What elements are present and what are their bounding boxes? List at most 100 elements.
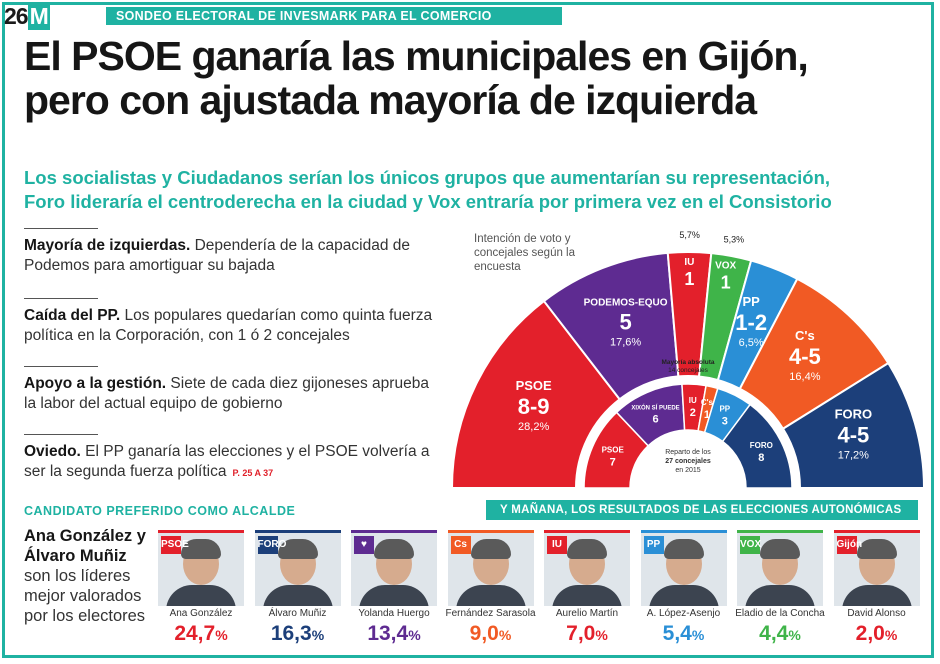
pct-value: 4,4 bbox=[759, 622, 789, 645]
inner-party-label: PP bbox=[719, 405, 730, 414]
poll-label: SONDEO ELECTORAL DE INVESMARK PARA EL CO… bbox=[106, 7, 562, 25]
inner-seats-label: 6 bbox=[652, 414, 658, 426]
majority-seats-label: 14 concejales bbox=[668, 367, 708, 374]
pct-suffix: % bbox=[498, 627, 512, 643]
center-label: Reparto de los bbox=[665, 449, 711, 456]
inner-party-label: IU bbox=[689, 396, 697, 405]
candidate-pct: 2,0% bbox=[828, 622, 926, 646]
header-bar: 26M SONDEO ELECTORAL DE INVESMARK PARA E… bbox=[0, 0, 940, 32]
candidate-name: Ana González bbox=[169, 608, 233, 619]
candidate-card: VOX Eladio de la Concha 4,4% bbox=[735, 530, 825, 652]
candidate-name: Eladio de la Concha bbox=[735, 608, 825, 619]
candidate-photo: ♥ bbox=[351, 530, 437, 606]
inner-seats-label: 2 bbox=[690, 407, 696, 419]
center-year-label: en 2015 bbox=[675, 467, 700, 474]
inner-party-label: FORO bbox=[750, 441, 773, 450]
candidate-pct: 9,0% bbox=[442, 622, 540, 646]
summary-text: son los líderes mejor valorados por los … bbox=[24, 567, 146, 625]
outer-seats-label: 1 bbox=[721, 272, 731, 292]
page-badge: 26M bbox=[4, 3, 50, 30]
candidate-card: IU Aurelio Martín 7,0% bbox=[544, 530, 630, 652]
subheadline: Los socialistas y Ciudadanos serían los … bbox=[24, 166, 924, 214]
pct-value: 9,0 bbox=[469, 622, 499, 645]
pct-value: 2,0 bbox=[855, 622, 885, 645]
outer-seats-label: 4-5 bbox=[837, 423, 869, 448]
headline-line-2: pero con ajustada mayoría de izquierda bbox=[24, 77, 757, 123]
photo-hair bbox=[374, 539, 414, 559]
inner-seats-label: 1 bbox=[704, 409, 710, 421]
candidate-pct: 4,4% bbox=[731, 622, 829, 646]
bullet-title: Caída del PP. bbox=[24, 307, 121, 324]
bullet-title: Apoyo a la gestión. bbox=[24, 375, 167, 392]
candidate-card: ♥ Yolanda Huergo 13,4% bbox=[351, 530, 437, 652]
candidate-card: PSOE Ana González 24,7% bbox=[158, 530, 244, 652]
photo-hair bbox=[856, 539, 897, 559]
candidate-card: Cs Fernández Sarasola 9,0% bbox=[445, 530, 536, 652]
candidates-summary: Ana González y Álvaro Muñiz son los líde… bbox=[24, 526, 154, 626]
candidate-pct: 16,3% bbox=[249, 622, 347, 646]
photo-hair bbox=[181, 539, 221, 559]
photo-hair bbox=[470, 539, 511, 559]
bullet-title: Oviedo. bbox=[24, 443, 81, 460]
outer-seats-label: 5 bbox=[619, 310, 631, 335]
candidate-pct: 7,0% bbox=[538, 622, 636, 646]
photo-hair bbox=[663, 539, 704, 559]
candidate-name: A. López-Asenjo bbox=[646, 608, 721, 619]
pct-value: 13,4 bbox=[367, 622, 409, 645]
candidate-name: Fernández Sarasola bbox=[445, 608, 536, 619]
photo-hair bbox=[760, 539, 800, 559]
photo-body bbox=[262, 585, 333, 606]
outer-pct-label: 5,7% bbox=[679, 230, 700, 240]
divider bbox=[24, 366, 98, 367]
photo-body bbox=[166, 585, 236, 606]
party-logo-icon: IU bbox=[547, 536, 567, 554]
outer-pct-label: 28,2% bbox=[518, 421, 549, 433]
outer-pct-label: 5,3% bbox=[724, 234, 745, 244]
divider bbox=[24, 434, 98, 435]
bullet-item: Caída del PP. Los populares quedarían co… bbox=[24, 306, 444, 346]
inner-slice-5 bbox=[721, 403, 793, 489]
candidate-photo: IU bbox=[544, 530, 630, 606]
bullet-title: Mayoría de izquierdas. bbox=[24, 237, 191, 254]
outer-slice-6 bbox=[781, 361, 926, 489]
subheadline-line-2: Foro lideraría el centroderecha en la ci… bbox=[24, 191, 832, 212]
candidate-photo: VOX bbox=[737, 530, 823, 606]
party-logo-icon: VOX bbox=[740, 536, 761, 554]
candidate-pct: 24,7% bbox=[152, 622, 250, 646]
outer-seats-label: 8-9 bbox=[518, 394, 550, 419]
subheadline-line-1: Los socialistas y Ciudadanos serían los … bbox=[24, 167, 831, 188]
inner-party-label: PSOE bbox=[602, 446, 625, 455]
candidates-title: CANDIDATO PREFERIDO COMO ALCALDE bbox=[24, 504, 296, 518]
outer-party-label: FORO bbox=[835, 407, 873, 422]
outer-pct-label: 17,2% bbox=[838, 450, 869, 462]
headline-line-1: El PSOE ganaría las municipales en Gijón… bbox=[24, 33, 809, 79]
bullet-text: Dependería de la capacidad de Podemos pa… bbox=[24, 237, 411, 274]
photo-hair bbox=[277, 539, 318, 559]
seat-chart: PSOE8-928,2%PODEMOS-EQUO517,6%IU15,7%VOX… bbox=[450, 230, 926, 489]
party-logo-icon: FORO bbox=[257, 536, 286, 554]
headline: El PSOE ganaría las municipales en Gijón… bbox=[24, 34, 924, 122]
inner-seats-label: 8 bbox=[758, 452, 764, 464]
center-seats-label: 27 concejales bbox=[665, 458, 711, 465]
majority-label: Mayoría absoluta bbox=[661, 359, 714, 366]
badge-number: 26 bbox=[4, 3, 29, 29]
outer-seats-label: 4-5 bbox=[789, 344, 821, 369]
photo-body bbox=[745, 585, 815, 606]
outer-pct-label: 6,5% bbox=[739, 337, 764, 349]
pct-value: 5,4 bbox=[662, 622, 692, 645]
tomorrow-banner: Y MAÑANA, LOS RESULTADOS DE LAS ELECCION… bbox=[486, 500, 918, 520]
outer-slice-0 bbox=[450, 299, 622, 489]
party-logo-icon: PSOE bbox=[161, 536, 189, 554]
pct-suffix: % bbox=[691, 627, 705, 643]
candidate-photo: PP bbox=[640, 530, 727, 606]
outer-seats-label: 1 bbox=[684, 269, 694, 289]
photo-body bbox=[455, 585, 526, 606]
pct-value: 24,7 bbox=[174, 622, 216, 645]
party-logo-icon: Gijón bbox=[836, 536, 862, 554]
outer-party-label: C's bbox=[795, 328, 815, 343]
inner-seats-label: 7 bbox=[610, 457, 616, 469]
candidate-photo: PSOE bbox=[158, 530, 244, 606]
party-logo-icon: Cs bbox=[450, 536, 471, 554]
badge-letter: M bbox=[27, 3, 50, 30]
candidate-pct: 13,4% bbox=[345, 622, 443, 646]
